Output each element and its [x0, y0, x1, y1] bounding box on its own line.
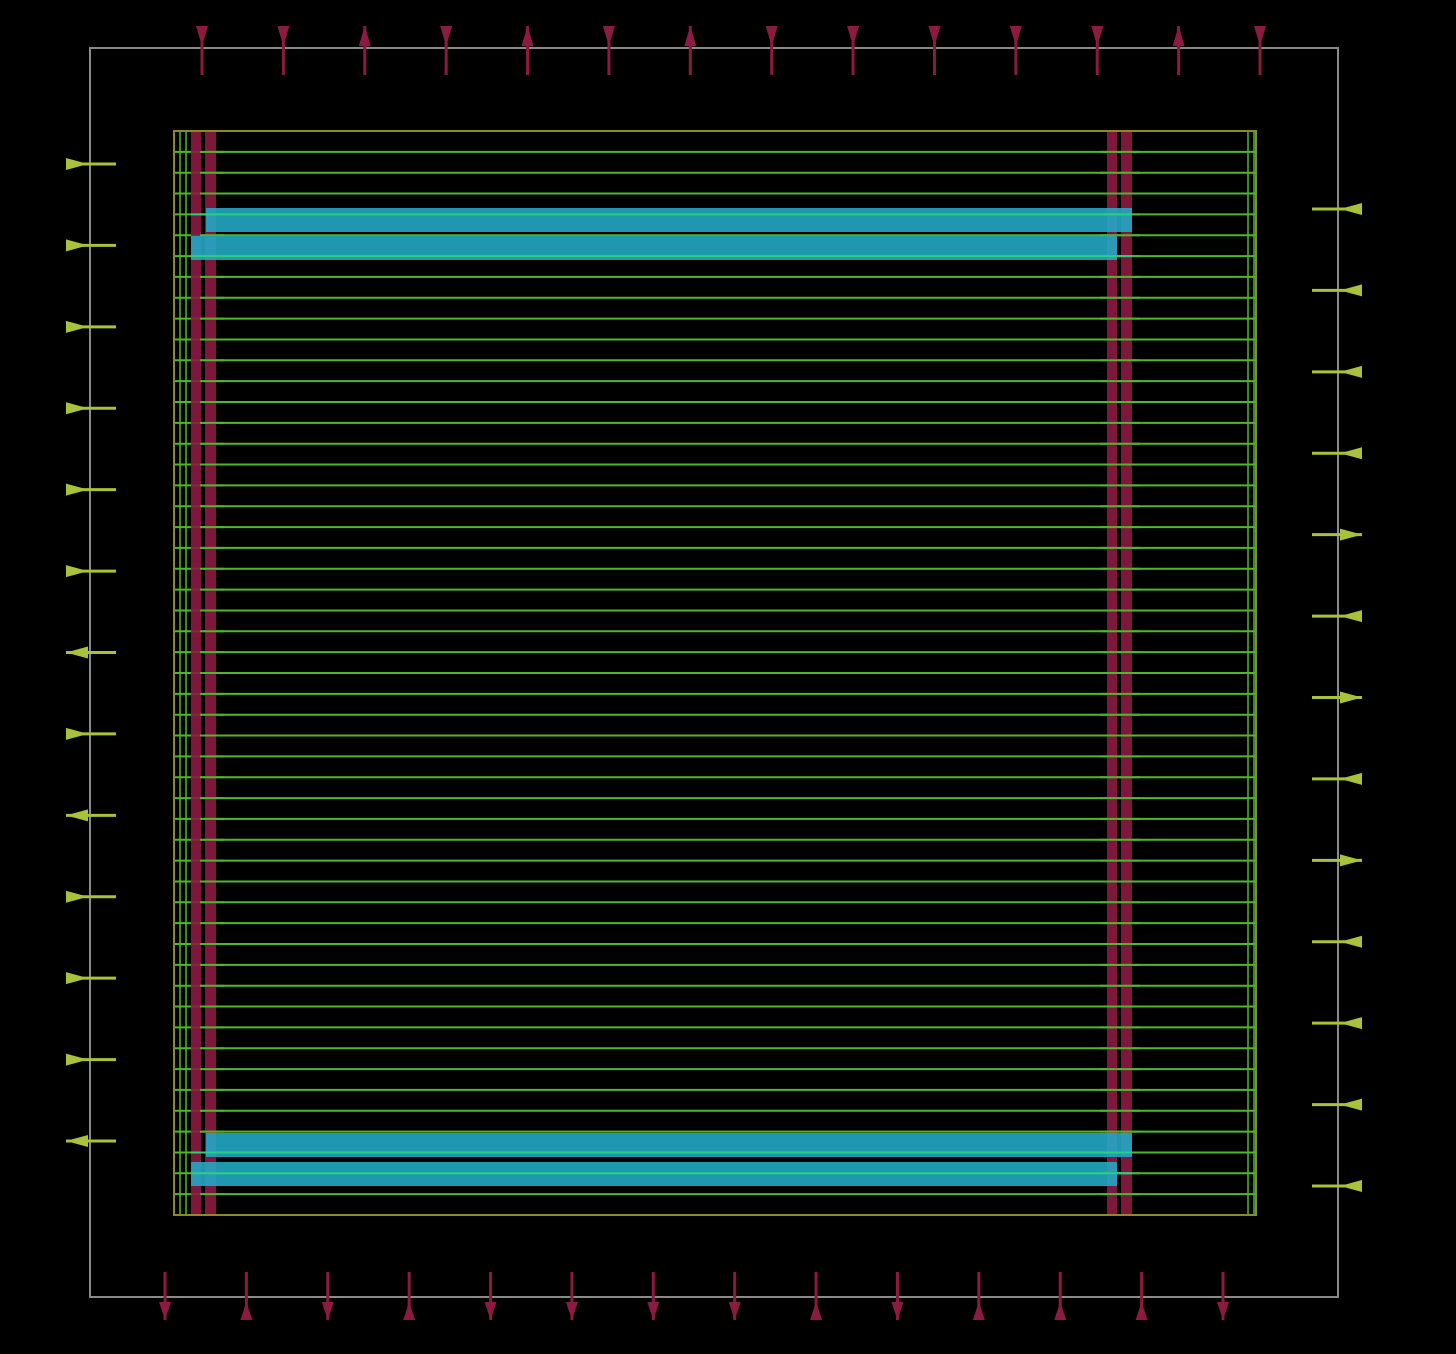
top-pin-arrow — [358, 26, 371, 46]
right-pin-arrow — [1340, 528, 1362, 541]
right-pin-arrow — [1340, 1098, 1362, 1111]
left-pin-arrow — [66, 646, 88, 659]
right-pin-arrow — [1340, 1180, 1362, 1192]
left-pin-arrow — [66, 727, 88, 740]
top-pin-arrow — [277, 26, 290, 46]
bottom-pin-arrow — [891, 1302, 904, 1320]
bottom-pin-arrow — [484, 1302, 497, 1320]
top-pin-arrow — [521, 26, 534, 46]
top-pin-arrow — [1091, 26, 1104, 46]
top-pin-arrow — [684, 26, 697, 46]
top-pin-arrow — [1254, 26, 1266, 46]
right-pin-arrow — [1340, 691, 1362, 704]
vertical-power-rail — [191, 131, 201, 1215]
bottom-pin-arrow — [321, 1302, 334, 1320]
core-area-outline — [173, 130, 1257, 1216]
left-pin-arrow — [66, 320, 88, 333]
top-pin-arrow — [765, 26, 778, 46]
left-pin-arrow — [66, 158, 88, 170]
die-boundary — [89, 47, 1339, 1298]
bottom-pin-arrow — [810, 1302, 823, 1320]
bottom-pin-arrow — [240, 1302, 253, 1320]
left-pin-arrow — [66, 483, 88, 496]
right-pin-arrow — [1340, 935, 1362, 948]
power-straps — [191, 208, 1132, 1186]
right-pin-arrow — [1340, 447, 1362, 460]
bottom-pin-arrow — [1135, 1302, 1148, 1320]
right-pin-arrow — [1340, 610, 1362, 623]
top-pin-arrow — [602, 26, 615, 46]
left-pin-arrow — [66, 565, 88, 578]
bottom-pin-arrow — [728, 1302, 741, 1320]
top-pin-arrow — [847, 26, 860, 46]
top-pin-arrow — [928, 26, 941, 46]
left-pin-arrow — [66, 809, 88, 822]
left-pin-arrow — [66, 972, 88, 985]
right-pin-arrow — [1340, 772, 1362, 785]
right-pin-arrow — [1340, 365, 1362, 378]
right-pin-arrow — [1340, 203, 1362, 215]
top-pin-arrow — [1172, 26, 1185, 46]
core-rows — [174, 130, 1256, 1216]
bottom-pin-arrow — [159, 1302, 171, 1320]
io-pins — [66, 26, 1362, 1320]
bottom-pin-arrow — [403, 1302, 416, 1320]
left-pin-arrow — [66, 239, 88, 252]
right-pin-arrow — [1340, 1017, 1362, 1030]
bottom-pin-arrow — [1054, 1302, 1067, 1320]
top-pin-arrow — [1009, 26, 1022, 46]
left-pin-arrow — [66, 1135, 88, 1147]
bottom-pin-arrow — [565, 1302, 578, 1320]
left-pin-arrow — [66, 402, 88, 415]
right-pin-arrow — [1340, 854, 1362, 867]
horizontal-power-strap — [206, 208, 1132, 232]
bottom-pin-arrow — [972, 1302, 985, 1320]
left-pin-arrow — [66, 1053, 88, 1066]
top-pin-arrow — [196, 26, 208, 46]
bottom-pin-arrow — [647, 1302, 660, 1320]
left-pin-arrow — [66, 890, 88, 903]
top-pin-arrow — [440, 26, 453, 46]
bottom-pin-arrow — [1217, 1302, 1229, 1320]
right-pin-arrow — [1340, 284, 1362, 297]
